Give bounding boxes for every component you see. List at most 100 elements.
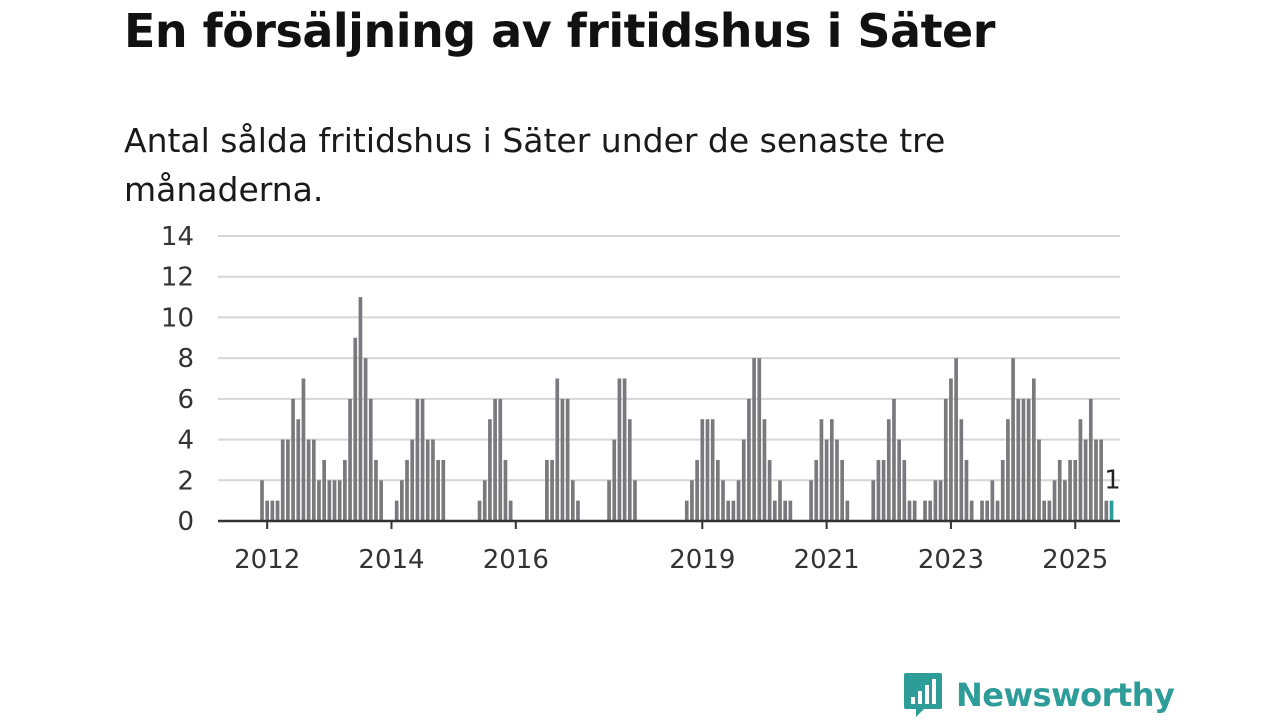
bar [876,459,881,521]
bar [933,480,938,521]
bar [1037,439,1041,521]
bar [783,500,788,521]
y-tick-label: 12 [161,263,194,293]
bar [767,459,772,521]
bar [436,459,440,521]
bar [824,439,829,521]
bar [410,439,415,521]
bar [576,500,580,521]
x-tick-label: 2023 [918,545,984,575]
bar [633,480,637,521]
bar [405,459,409,521]
bar [363,358,368,521]
bar [286,439,290,521]
bars [260,297,1114,521]
bar [322,459,326,521]
chart-title: En försäljning av fritidshus i Säter [124,4,995,58]
y-tick-label: 8 [177,344,194,374]
bar [1000,459,1005,521]
bar [705,419,710,521]
bar [565,398,570,521]
bar [1052,480,1057,521]
bar [1006,419,1010,521]
bar [1016,398,1021,521]
bar [493,398,497,521]
bar [291,398,295,521]
bar [871,480,876,521]
bar [1104,500,1109,521]
bar [778,480,782,521]
bar [938,480,943,521]
bar [622,378,627,521]
bar [881,459,886,521]
bar [488,419,492,521]
bar [275,500,280,521]
bar [762,419,767,521]
bar [415,398,420,521]
bar [1078,419,1083,521]
bar [985,500,990,521]
bar [477,500,482,521]
bar [358,297,363,521]
bar [550,459,554,521]
bar [400,480,404,521]
y-axis-ticks: 0 2 4 6 8 10 12 14 [161,222,194,537]
bar [700,419,705,521]
bar [731,500,736,521]
bar [1042,500,1047,521]
bar [721,480,725,521]
bar [374,459,378,521]
bar [819,419,824,521]
bar [892,398,896,521]
bar [736,480,741,521]
bar [498,398,503,521]
bar [897,439,901,521]
bar [710,419,715,521]
bar [907,500,912,521]
bar [1088,398,1093,521]
bar [503,459,508,521]
gridlines [218,235,1120,482]
bar [886,419,891,521]
bar [788,500,793,521]
bar [617,378,622,521]
bar [270,500,275,521]
bar [949,378,953,521]
x-axis-ticks: 2012 2014 2016 2019 2021 2023 2025 [234,521,1108,575]
bar [441,459,446,521]
bar [1083,439,1088,521]
bar [348,398,352,521]
bar [1021,398,1026,521]
bar [1047,500,1052,521]
bar [690,480,694,521]
bar [296,419,301,521]
bar [809,480,813,521]
bar-chart: 0 2 4 6 8 10 12 14 2012 2014 2016 2019 2021 2023 2025… [161,222,1121,575]
bar [1073,459,1078,521]
bar [959,419,964,521]
bar [431,439,435,521]
bar [964,459,969,521]
bar [902,459,907,521]
bar [420,398,425,521]
bar [928,500,933,521]
bar [508,500,513,521]
bar [835,439,839,521]
bar [1011,358,1015,521]
bar [394,500,399,521]
bar [570,480,575,521]
bar [990,480,995,521]
bar [1094,439,1098,521]
bar [327,480,332,521]
last-value-label: 1 [1104,466,1121,496]
bar-chart-speech-bubble-icon [904,673,942,717]
bar [1026,398,1031,521]
bar [482,480,487,521]
bar [969,500,974,521]
bar [337,480,342,521]
data-labels: 1 [1104,466,1121,496]
y-tick-label: 2 [177,466,194,496]
x-tick-label: 2019 [669,545,735,575]
bar [741,439,746,521]
bar [265,500,270,521]
